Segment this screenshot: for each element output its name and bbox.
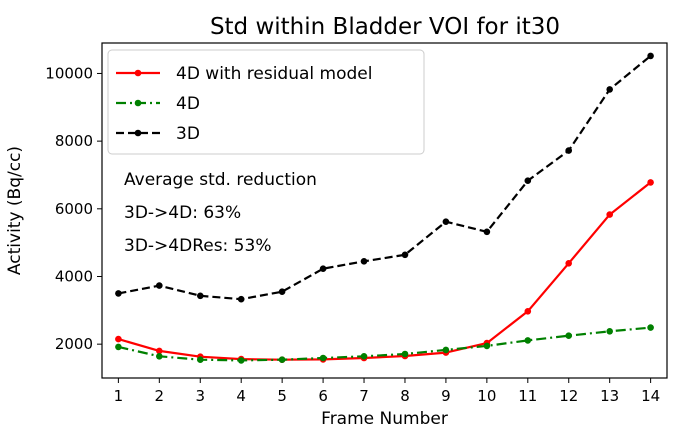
data-point	[115, 343, 122, 351]
data-point	[401, 251, 409, 259]
data-point	[524, 308, 532, 315]
x-tick-label: 7	[359, 387, 369, 405]
data-point	[483, 342, 491, 350]
data-point	[115, 335, 122, 343]
x-tick-label: 5	[277, 387, 287, 405]
data-point	[115, 290, 122, 297]
x-tick-label: 13	[600, 387, 619, 405]
y-axis: 2000 4000 6000 8000 10000	[45, 64, 102, 353]
data-point	[197, 292, 204, 300]
data-point	[483, 228, 491, 236]
data-point	[606, 328, 613, 335]
data-point	[278, 356, 286, 364]
data-point	[237, 357, 245, 364]
annotation-line: 3D->4DRes: 53%	[124, 236, 271, 256]
data-point	[565, 332, 572, 340]
data-point	[442, 346, 450, 354]
series-2	[115, 324, 654, 364]
legend-label: 3D	[176, 124, 200, 144]
data-point	[319, 354, 327, 362]
annotation-line: Average std. reduction	[124, 170, 317, 190]
x-tick-label: 4	[236, 387, 246, 405]
y-tick-label: 8000	[55, 132, 93, 150]
data-point	[278, 288, 286, 296]
data-point	[442, 218, 450, 225]
data-point	[524, 177, 532, 184]
x-tick-label: 6	[318, 387, 328, 405]
x-tick-label: 3	[195, 387, 205, 405]
legend-swatch-marker	[134, 99, 142, 107]
y-tick-label: 4000	[55, 267, 93, 285]
series-3	[115, 52, 654, 303]
x-tick-label: 8	[400, 387, 410, 405]
series-line	[118, 181, 652, 361]
data-point	[401, 350, 409, 358]
data-point	[360, 258, 368, 265]
data-point	[606, 211, 613, 218]
legend-swatch-marker	[134, 69, 142, 77]
x-tick-label: 10	[477, 387, 496, 405]
series-line	[118, 55, 652, 301]
chart-title: Std within Bladder VOI for it30	[210, 14, 560, 40]
legend-item: 3D	[116, 124, 200, 144]
data-point	[647, 324, 654, 331]
data-point	[565, 147, 572, 154]
data-point	[647, 179, 654, 186]
data-point	[319, 265, 327, 273]
y-tick-label: 2000	[55, 335, 93, 353]
x-tick-label: 9	[441, 387, 451, 405]
plot-frame	[101, 42, 668, 379]
x-tick-label: 11	[518, 387, 537, 405]
legend-item: 4D	[116, 94, 200, 114]
annotation-block: Average std. reduction 3D->4D: 63% 3D->4DR…	[124, 170, 317, 256]
annotation-line: 3D->4D: 63%	[124, 203, 241, 223]
legend-label: 4D with residual model	[176, 64, 372, 84]
data-point	[565, 260, 572, 267]
data-point	[524, 337, 532, 344]
data-point	[360, 353, 368, 360]
x-tick-label: 1	[114, 387, 124, 405]
data-point	[237, 295, 245, 303]
x-tick-label: 2	[155, 387, 165, 405]
y-tick-label: 6000	[55, 200, 93, 218]
legend-label: 4D	[176, 94, 200, 114]
data-point	[606, 86, 613, 93]
x-axis-title: Frame Number	[321, 409, 448, 429]
x-tick-label: 12	[559, 387, 578, 405]
legend-box	[107, 49, 425, 155]
y-tick-label: 10000	[45, 64, 93, 82]
data-point	[156, 353, 163, 360]
legend: 4D with residual model 4D 3D	[107, 49, 425, 155]
legend-item: 4D with residual model	[116, 64, 372, 84]
y-axis-title: Activity (Bq/cc)	[5, 146, 25, 275]
x-axis: 1 2 3 4 5 6 7 8 9 10 11 12 13 14	[114, 378, 660, 405]
data-point	[156, 347, 163, 355]
series-line	[118, 326, 651, 362]
legend-swatch-marker	[134, 129, 142, 137]
data-point	[647, 52, 654, 60]
x-tick-label: 14	[641, 387, 660, 405]
series-layer	[115, 52, 654, 364]
data-point	[156, 282, 163, 289]
data-point	[197, 356, 204, 364]
